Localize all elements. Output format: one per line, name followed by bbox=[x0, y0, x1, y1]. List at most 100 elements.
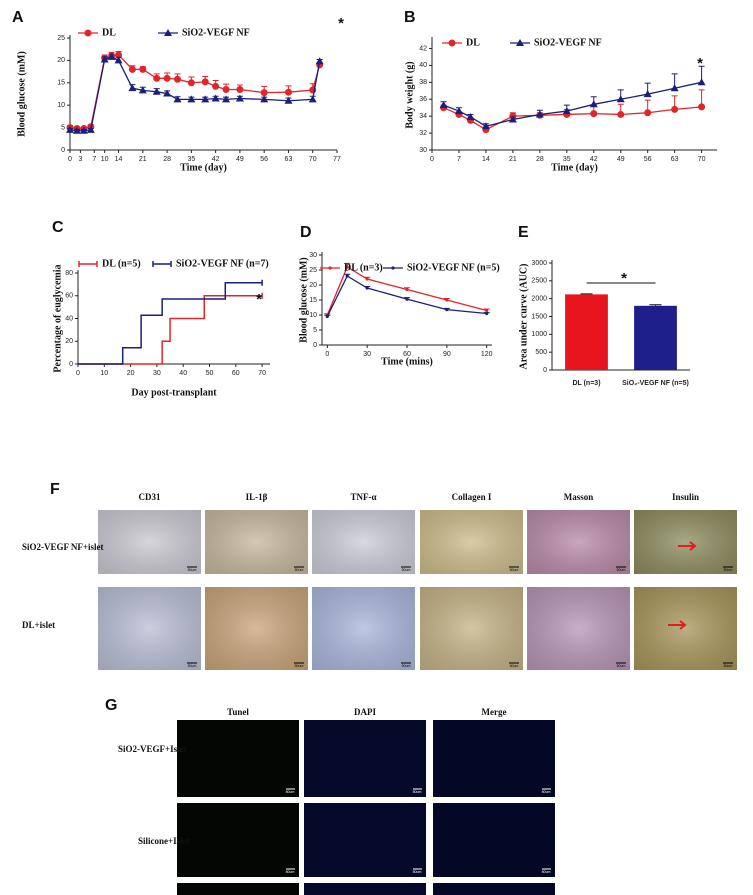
legend-marker bbox=[391, 266, 395, 270]
x-tick-label: 21 bbox=[139, 156, 147, 163]
line bbox=[443, 81, 702, 128]
scale-label: 50um bbox=[724, 568, 733, 572]
scale-label: 50um bbox=[510, 664, 519, 668]
y-tick-label: 1000 bbox=[531, 331, 547, 338]
line bbox=[69, 56, 321, 132]
y-tick-label: 2500 bbox=[531, 278, 547, 285]
column-header: Collagen I bbox=[452, 492, 492, 502]
point bbox=[670, 84, 679, 92]
point bbox=[535, 110, 544, 118]
column-header: Insulin bbox=[672, 492, 699, 502]
column-header: Masson bbox=[564, 492, 594, 502]
row-label: DL+islet bbox=[22, 620, 55, 630]
point bbox=[100, 55, 109, 63]
point bbox=[405, 297, 409, 301]
row-label: SiO2-VEGF NF+islet bbox=[22, 542, 104, 552]
y-tick-label: 30 bbox=[309, 252, 317, 259]
point bbox=[590, 110, 598, 118]
y-tick-label: 40 bbox=[419, 62, 427, 69]
point bbox=[139, 65, 147, 73]
legend-marker bbox=[84, 29, 92, 37]
point bbox=[481, 122, 490, 130]
legend-label: SiO2-VEGF NF (n=5) bbox=[407, 262, 500, 273]
point bbox=[173, 75, 181, 83]
y-tick-label: 25 bbox=[57, 35, 65, 42]
micrograph-texture bbox=[312, 510, 415, 574]
x-tick-label: 10 bbox=[100, 370, 108, 377]
y-axis-title: Body weight (g) bbox=[404, 61, 415, 128]
point bbox=[222, 95, 231, 103]
legend-line bbox=[78, 261, 98, 267]
legend-label: DL (n=5) bbox=[102, 258, 141, 269]
x-tick-label: 14 bbox=[482, 156, 490, 163]
scale-label: 50um bbox=[402, 664, 411, 668]
y-tick-label: 40 bbox=[65, 315, 73, 322]
point bbox=[315, 57, 324, 65]
x-axis-title: Time (day) bbox=[551, 162, 598, 173]
micrograph bbox=[433, 803, 555, 877]
scale-label: 50um bbox=[542, 790, 551, 794]
panel-label: E bbox=[518, 224, 529, 241]
y-tick-label: 3000 bbox=[531, 260, 547, 267]
y-tick-label: 2000 bbox=[531, 296, 547, 303]
legend-marker bbox=[516, 39, 524, 46]
y-axis-title: Percentage of euglycemia bbox=[52, 264, 63, 372]
micrograph-texture bbox=[420, 510, 523, 574]
column-header: DAPI bbox=[354, 707, 376, 717]
micrograph-texture bbox=[312, 587, 415, 670]
point bbox=[365, 286, 369, 290]
y-tick-label: 42 bbox=[419, 45, 427, 52]
x-tick-label: 77 bbox=[333, 156, 341, 163]
legend-label: SiO2-VEGF NF (n=7) bbox=[176, 258, 269, 269]
point bbox=[163, 74, 171, 82]
row-label: SiO2-VEGF+Islet bbox=[118, 744, 187, 754]
scale-label: 50um bbox=[188, 568, 197, 572]
column-header: Merge bbox=[482, 707, 507, 717]
panel-label: C bbox=[52, 219, 64, 236]
y-tick-label: 34 bbox=[419, 113, 427, 120]
point bbox=[325, 314, 329, 319]
arrow bbox=[668, 620, 687, 630]
annotation: * bbox=[256, 291, 262, 308]
panel-label: A bbox=[12, 9, 24, 26]
x-tick-label: 49 bbox=[617, 156, 625, 163]
x-tick-label: 28 bbox=[536, 156, 544, 163]
point bbox=[187, 79, 195, 87]
point bbox=[445, 298, 449, 302]
x-tick-label: 63 bbox=[671, 156, 679, 163]
point bbox=[163, 89, 172, 97]
point bbox=[445, 308, 449, 312]
scale-label: 50um bbox=[286, 790, 295, 794]
y-axis-title: Area under curve (AUC) bbox=[518, 263, 529, 369]
legend-label: DL bbox=[466, 37, 480, 48]
row-label: Silicone+Islet bbox=[138, 836, 190, 846]
micrograph-texture bbox=[205, 510, 308, 574]
y-tick-label: 10 bbox=[309, 312, 317, 319]
point bbox=[671, 105, 679, 113]
x-tick-label: 35 bbox=[187, 156, 195, 163]
point bbox=[114, 56, 123, 64]
point bbox=[79, 126, 88, 134]
x-tick-label: 30 bbox=[363, 351, 371, 358]
legend-label: SiO2-VEGF NF bbox=[182, 27, 250, 38]
x-tick-label: 30 bbox=[153, 370, 161, 377]
point bbox=[617, 110, 625, 118]
y-tick-label: 20 bbox=[309, 282, 317, 289]
x-tick-label: 60 bbox=[403, 351, 411, 358]
x-tick-label: 14 bbox=[115, 156, 123, 163]
scale-label: 50um bbox=[286, 870, 295, 874]
x-tick-label: 0 bbox=[430, 156, 434, 163]
x-tick-label: 0 bbox=[325, 351, 329, 358]
panel-label: D bbox=[300, 224, 312, 241]
point bbox=[284, 96, 293, 104]
point bbox=[201, 78, 209, 86]
x-tick-label: 70 bbox=[698, 156, 706, 163]
micrograph-texture bbox=[527, 587, 630, 670]
x-tick-label: 56 bbox=[260, 156, 268, 163]
panel-label: F bbox=[50, 481, 60, 498]
line bbox=[326, 266, 487, 316]
micrograph-texture bbox=[634, 510, 737, 574]
y-tick-label: 1500 bbox=[531, 313, 547, 320]
point bbox=[345, 274, 349, 278]
x-tick-label: 56 bbox=[644, 156, 652, 163]
